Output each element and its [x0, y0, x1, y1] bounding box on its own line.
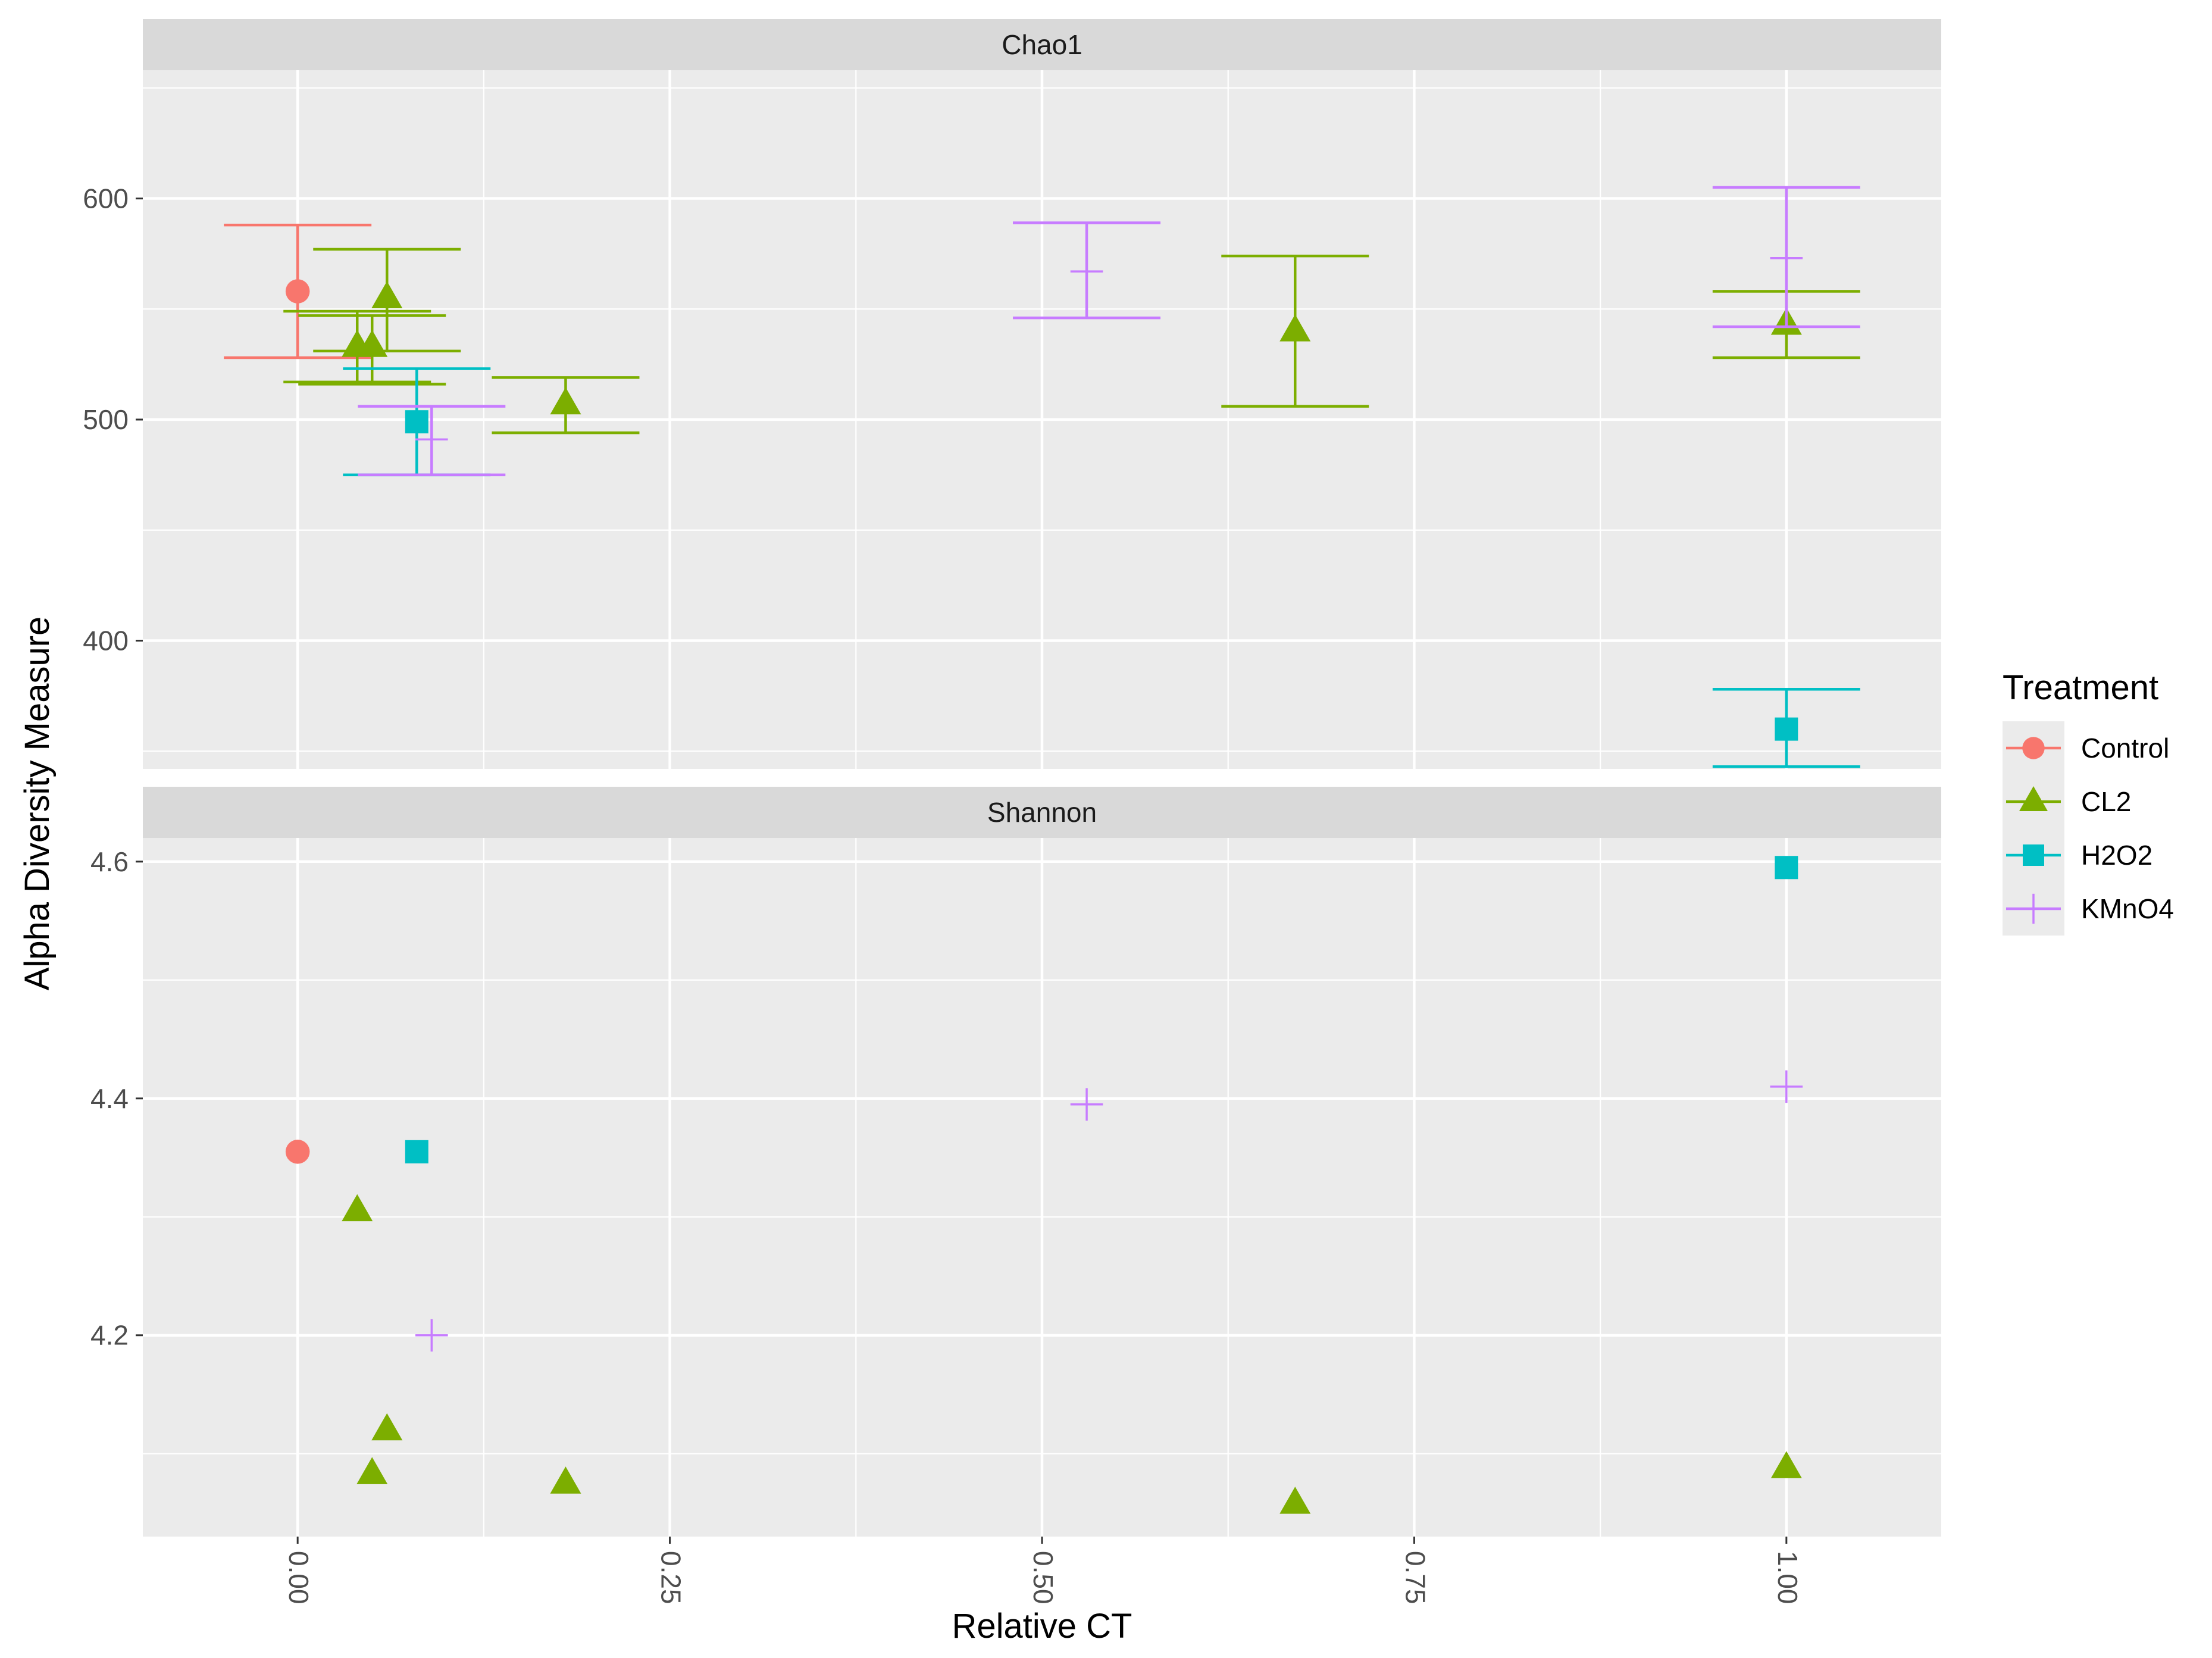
x-tick-label-0: 0.00: [283, 1551, 314, 1604]
legend-key-marker-0: [2022, 737, 2045, 759]
panel-chao1-point-cl2-4: [492, 376, 640, 434]
legend-key-marker-3: [2018, 893, 2049, 924]
panel-chao1-marker-11: [1770, 242, 1803, 275]
panel-shannon-point-kmno4-9: [415, 1319, 448, 1352]
panel-shannon-point-kmno4-10: [1070, 1088, 1103, 1121]
panel-shannon-point-cl2-2: [356, 1457, 388, 1484]
y-axis-title: Alpha Diversity Measure: [18, 617, 57, 991]
panel-chao1-point-cl2-3: [313, 248, 461, 353]
panel-shannon-point-cl2-3: [371, 1413, 403, 1441]
legend-entry-h2o2: H2O2: [2003, 828, 2152, 882]
panel-chao1-marker-5: [1279, 314, 1311, 342]
legend-label-h2o2: H2O2: [2081, 840, 2152, 871]
panel-chao1-strip: [143, 19, 1941, 70]
panel-chao1-marker-7: [405, 410, 428, 434]
panel-shannon-marker-5: [1279, 1487, 1311, 1514]
legend-key-marker-2: [2023, 844, 2044, 866]
panel-chao1-y-tick-label-1: 500: [83, 404, 129, 435]
legend-entry-control: Control: [2003, 721, 2169, 775]
panel-chao1-point-h2o2-8: [1712, 688, 1860, 768]
panel-shannon-point-cl2-6: [1770, 1451, 1802, 1478]
panel-shannon: Shannon 4.2 4.4 4.6: [90, 787, 1941, 1537]
panel-chao1-point-control-0: [224, 223, 372, 359]
panel-shannon-point-control-0: [285, 1140, 310, 1164]
legend: Treatment Control CL2 H2O2 KMnO4: [2003, 668, 2174, 936]
panel-shannon-marker-3: [371, 1413, 403, 1441]
panel-shannon-strip: [143, 787, 1941, 838]
x-tick-label-4: 1.00: [1772, 1551, 1803, 1604]
panel-chao1-y-tick-label-0: 400: [83, 625, 129, 656]
panel-chao1-marker-3: [371, 281, 403, 308]
panel-shannon-marker-8: [1775, 856, 1798, 880]
legend-label-control: Control: [2081, 733, 2169, 764]
panel-shannon-point-cl2-1: [342, 1194, 373, 1222]
x-tick-label-1: 0.25: [656, 1551, 687, 1604]
panels-layer: Chao1 400 500 600 Shannon 4.2 4.4 4.6: [83, 19, 1941, 1537]
panel-shannon-point-h2o2-7: [405, 1140, 428, 1163]
panel-shannon-marker-10: [1070, 1088, 1103, 1121]
panel-chao1-marker-4: [550, 387, 581, 415]
x-tick-label-2: 0.50: [1028, 1551, 1059, 1604]
panel-shannon-marker-6: [1770, 1451, 1802, 1478]
panel-shannon-point-h2o2-8: [1775, 856, 1798, 880]
legend-entry-cl2: CL2: [2003, 775, 2131, 828]
panel-shannon-marker-9: [415, 1319, 448, 1352]
panel-shannon-marker-1: [342, 1194, 373, 1222]
panel-chao1-marker-9: [415, 423, 448, 456]
panel-shannon-strip-label: Shannon: [987, 797, 1097, 828]
panel-chao1-point-kmno4-11: [1712, 186, 1860, 329]
panel-chao1-strip-label: Chao1: [1002, 29, 1082, 60]
panel-shannon-y-tick-label-2: 4.6: [90, 846, 129, 877]
legend-label-kmno4: KMnO4: [2081, 893, 2174, 924]
panel-chao1-y-tick-label-2: 600: [83, 183, 129, 214]
panel-shannon-marker-4: [550, 1466, 581, 1494]
panel-shannon-y-tick-label-1: 4.4: [90, 1083, 129, 1114]
legend-label-cl2: CL2: [2081, 786, 2131, 817]
panel-shannon-point-kmno4-11: [1770, 1070, 1803, 1103]
legend-key-marker-1: [2019, 786, 2048, 811]
panel-shannon-point-cl2-5: [1279, 1487, 1311, 1514]
panel-chao1-marker-8: [1775, 717, 1798, 741]
panel-shannon-point-cl2-4: [550, 1466, 581, 1494]
panel-chao1-point-kmno4-10: [1013, 221, 1161, 320]
panel-shannon-marker-11: [1770, 1070, 1803, 1103]
x-tick-label-3: 0.75: [1400, 1551, 1431, 1604]
panel-chao1-marker-0: [285, 279, 310, 304]
panel-chao1-point-kmno4-9: [358, 405, 506, 477]
legend-title: Treatment: [2003, 668, 2158, 707]
panel-chao1: Chao1 400 500 600: [83, 19, 1941, 769]
panel-chao1-marker-10: [1070, 255, 1103, 288]
panel-shannon-marker-2: [356, 1457, 388, 1484]
panel-shannon-marker-0: [285, 1140, 310, 1164]
legend-entry-kmno4: KMnO4: [2003, 882, 2174, 936]
x-axis: 0.00 0.25 0.50 0.75 1.00: [283, 1537, 1803, 1604]
panel-shannon-marker-7: [405, 1140, 428, 1163]
panel-chao1-point-cl2-5: [1221, 254, 1369, 408]
panel-shannon-y-tick-label-0: 4.2: [90, 1320, 129, 1351]
axes-layer: Relative CT Alpha Diversity Measure 0.00…: [18, 617, 1803, 1646]
x-axis-title: Relative CT: [952, 1607, 1132, 1646]
